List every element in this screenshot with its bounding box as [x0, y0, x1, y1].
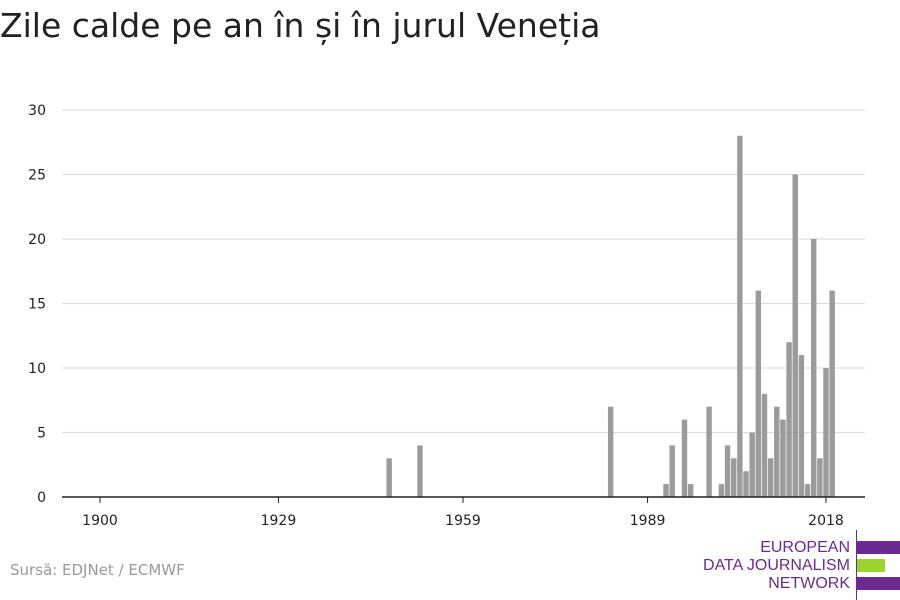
bar-2005 [743, 471, 749, 497]
bar-1993 [669, 445, 675, 497]
bar-2013 [792, 174, 798, 497]
bar-2019 [829, 290, 835, 497]
x-axis: 1900 1929 1959 1989 2018 [62, 496, 865, 529]
x-tick-label-1989: 1989 [630, 513, 666, 529]
edjnet-logo[interactable]: EUROPEAN DATA JOURNALISM NETWORK [700, 530, 900, 600]
bar-1947 [386, 458, 392, 497]
bars [386, 135, 835, 498]
bar-2017 [817, 458, 823, 497]
bar-1992 [663, 484, 669, 497]
y-tick-label-10: 10 [28, 361, 46, 377]
bar-2011 [780, 419, 786, 497]
bar-2007 [755, 290, 762, 497]
bar-2008 [761, 393, 768, 497]
chart-title: Zile calde pe an în și în jurul Veneția [0, 6, 601, 45]
x-tick-label-1959: 1959 [445, 513, 481, 529]
logo-bar-green [857, 559, 885, 572]
y-tick-label-20: 20 [28, 232, 46, 248]
logo-rule [856, 530, 857, 600]
bar-2010 [774, 406, 780, 497]
x-tick-label-1929: 1929 [261, 513, 297, 529]
bar-1983 [607, 406, 614, 497]
logo-bar-purple-bottom [857, 577, 900, 590]
bar-2014 [798, 355, 805, 497]
bar-2001 [718, 484, 725, 497]
gridlines [62, 109, 865, 434]
bar-2006 [749, 432, 755, 497]
bar-1952 [417, 445, 423, 497]
logo-bar-purple-top [857, 541, 900, 554]
bar-2012 [786, 342, 792, 497]
bar-2018 [823, 368, 829, 497]
bar-2004 [737, 135, 743, 498]
bar-1996 [687, 484, 694, 497]
y-axis-ticks: 0 5 10 15 20 25 30 [28, 103, 46, 506]
y-tick-label-30: 30 [28, 103, 46, 119]
y-tick-label-0: 0 [37, 490, 46, 506]
y-tick-label-15: 15 [28, 297, 46, 313]
source-note: Sursă: EDJNet / ECMWF [10, 561, 185, 579]
y-tick-label-25: 25 [28, 168, 46, 184]
x-tick-label-2018: 2018 [808, 513, 844, 529]
bar-1995 [681, 419, 688, 497]
bar-2015 [804, 484, 811, 497]
x-tick-label-1900: 1900 [82, 513, 118, 529]
bar-1999 [706, 406, 712, 497]
bar-2003 [731, 458, 737, 497]
logo-line-1: EUROPEAN [760, 539, 850, 556]
bar-2016 [810, 239, 817, 497]
logo-line-3: NETWORK [768, 575, 850, 592]
logo-line-2: DATA JOURNALISM [703, 557, 850, 574]
bar-2002 [724, 445, 731, 497]
y-tick-label-5: 5 [37, 426, 46, 442]
bar-2009 [767, 458, 774, 497]
